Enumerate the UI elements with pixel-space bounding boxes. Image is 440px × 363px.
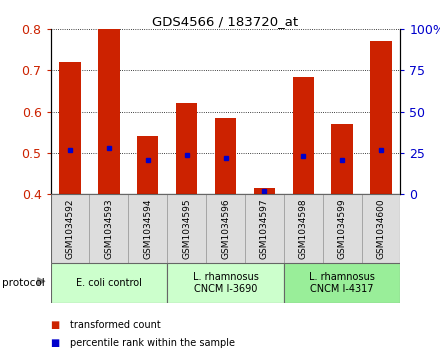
Text: ■: ■ (51, 338, 60, 348)
Bar (59, 62, 81, 194)
Text: percentile rank within the sample: percentile rank within the sample (70, 338, 235, 348)
Bar (206, 194, 245, 263)
Text: E. coli control: E. coli control (76, 278, 142, 288)
Text: L. rhamnosus
CNCM I-3690: L. rhamnosus CNCM I-3690 (193, 272, 258, 294)
Bar (89, 194, 128, 263)
Bar (167, 194, 206, 263)
Bar (331, 124, 353, 194)
Text: GSM1034596: GSM1034596 (221, 198, 230, 259)
Text: GSM1034595: GSM1034595 (182, 198, 191, 259)
Bar (362, 194, 400, 263)
Bar (215, 118, 236, 194)
Bar (51, 263, 167, 303)
Text: ■: ■ (51, 320, 60, 330)
Text: GSM1034597: GSM1034597 (260, 198, 269, 259)
Bar (176, 103, 197, 194)
Bar (137, 136, 158, 194)
Bar (128, 194, 167, 263)
Text: GSM1034599: GSM1034599 (337, 198, 347, 259)
Bar (293, 77, 314, 194)
Text: GSM1034593: GSM1034593 (104, 198, 114, 259)
Bar (284, 263, 400, 303)
Bar (284, 194, 323, 263)
Bar (254, 188, 275, 194)
Bar (370, 41, 392, 194)
Text: L. rhamnosus
CNCM I-4317: L. rhamnosus CNCM I-4317 (309, 272, 375, 294)
Bar (98, 29, 120, 194)
Text: GSM1034598: GSM1034598 (299, 198, 308, 259)
Title: GDS4566 / 183720_at: GDS4566 / 183720_at (152, 15, 299, 28)
Text: GSM1034600: GSM1034600 (377, 198, 385, 259)
Bar (323, 194, 362, 263)
Bar (167, 263, 284, 303)
Text: protocol: protocol (2, 278, 45, 288)
Bar (245, 194, 284, 263)
Text: transformed count: transformed count (70, 320, 161, 330)
Bar (51, 194, 89, 263)
Text: GSM1034592: GSM1034592 (66, 199, 74, 259)
Text: GSM1034594: GSM1034594 (143, 199, 152, 259)
